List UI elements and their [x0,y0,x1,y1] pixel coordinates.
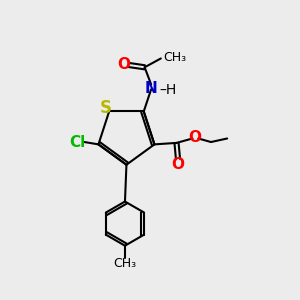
Text: S: S [100,99,112,117]
Text: –H: –H [159,83,177,97]
Text: O: O [172,157,184,172]
Text: O: O [188,130,201,145]
Text: CH₃: CH₃ [113,257,136,270]
Text: CH₃: CH₃ [163,51,186,64]
Text: N: N [145,81,158,96]
Text: O: O [117,57,130,72]
Text: Cl: Cl [70,134,86,149]
